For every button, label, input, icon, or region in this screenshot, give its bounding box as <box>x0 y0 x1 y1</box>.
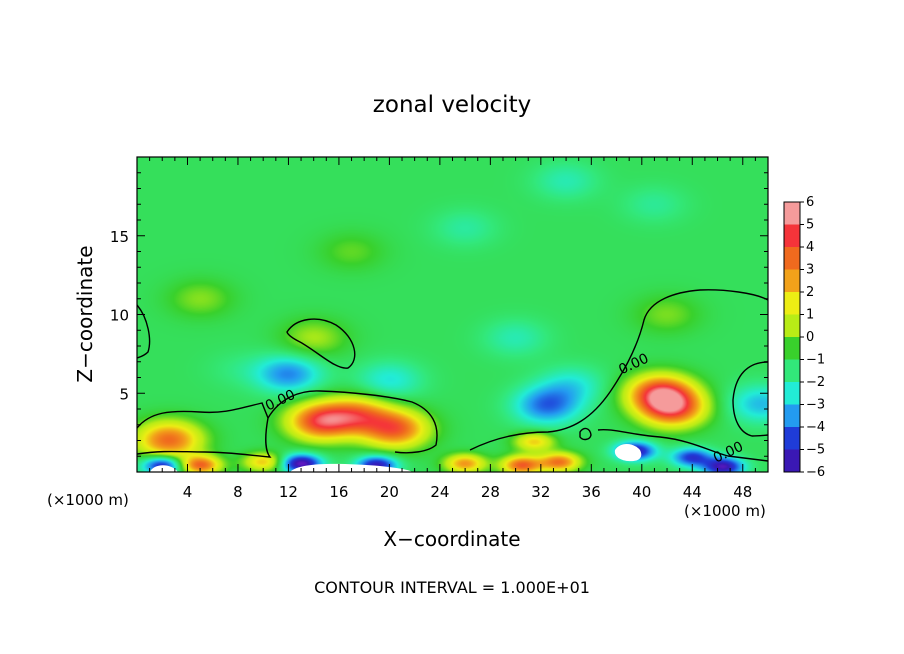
colorbar: 6 5 4 3 2 1 0 −1 −2 −3 −4 −5 −6 <box>783 195 825 480</box>
x-tick-label: 28 <box>481 483 500 501</box>
x-tick-label: 12 <box>279 483 298 501</box>
undefined-region-a <box>614 444 642 462</box>
chart-title: zonal velocity <box>373 92 531 118</box>
colorbar-label: −4 <box>806 420 825 435</box>
zero-contour-east-bottom <box>597 428 768 462</box>
velocity-field <box>137 157 768 472</box>
x-tick-label: 8 <box>233 483 243 501</box>
zero-contour-east-loop <box>732 361 768 437</box>
colorbar-swatch <box>784 337 800 360</box>
x-axis: 4 8 12 16 20 24 28 32 36 40 44 48 <box>149 157 756 501</box>
y-tick-label: 10 <box>110 307 129 325</box>
colorbar-swatch <box>784 404 800 427</box>
colorbar-label: −2 <box>806 375 825 390</box>
colorbar-swatch <box>784 247 800 270</box>
colorbar-label: −1 <box>806 353 825 368</box>
colorbar-label: −6 <box>806 465 825 480</box>
x-tick-label: 24 <box>430 483 449 501</box>
colorbar-swatch <box>784 314 800 337</box>
plot-area: 0.000.000.00 <box>137 157 768 472</box>
colorbar-label: 3 <box>806 263 814 278</box>
y-tick-label: 5 <box>119 385 129 403</box>
colorbar-swatch <box>784 427 800 450</box>
zero-contour-left-edge <box>137 304 151 359</box>
y-tick-label: 15 <box>110 228 129 246</box>
zero-contour-small-loop <box>579 427 592 441</box>
x-tick-label: 48 <box>733 483 752 501</box>
x-unit-right: (×1000 m) <box>684 502 766 520</box>
colorbar-swatch <box>784 359 800 382</box>
colorbar-label: 6 <box>806 195 814 210</box>
zero-contour-lower <box>137 402 272 458</box>
x-axis-label: X−coordinate <box>383 527 520 551</box>
contour-interval-footer: CONTOUR INTERVAL = 1.000E+01 <box>314 578 590 597</box>
zero-contour-lines <box>137 289 768 462</box>
x-tick-label: 4 <box>183 483 193 501</box>
x-tick-label: 36 <box>582 483 601 501</box>
y-axis: 5 10 15 <box>110 172 768 457</box>
x-tick-label: 44 <box>683 483 702 501</box>
x-tick-label: 16 <box>329 483 348 501</box>
y-axis-label: Z−coordinate <box>73 245 97 382</box>
colorbar-swatch <box>784 224 800 247</box>
x-tick-label: 20 <box>380 483 399 501</box>
colorbar-swatch <box>784 202 800 225</box>
zero-contour-closed-loop <box>286 318 356 369</box>
colorbar-label: −5 <box>806 443 825 458</box>
colorbar-swatch <box>784 382 800 405</box>
x-tick-label: 32 <box>531 483 550 501</box>
zero-contour-central <box>267 390 438 454</box>
undefined-region-b <box>150 463 412 472</box>
colorbar-label: 5 <box>806 218 814 233</box>
x-tick-label: 40 <box>632 483 651 501</box>
colorbar-label: 4 <box>806 240 814 255</box>
colorbar-label: 0 <box>806 330 814 345</box>
colorbar-swatch <box>784 449 800 472</box>
colorbar-label: 1 <box>806 308 814 323</box>
colorbar-label: −3 <box>806 398 825 413</box>
zero-contour-eastern-cap <box>469 289 768 451</box>
colorbar-swatch <box>784 292 800 315</box>
x-unit-left: (×1000 m) <box>47 491 129 509</box>
colorbar-swatch <box>784 269 800 292</box>
colorbar-label: 2 <box>806 285 814 300</box>
